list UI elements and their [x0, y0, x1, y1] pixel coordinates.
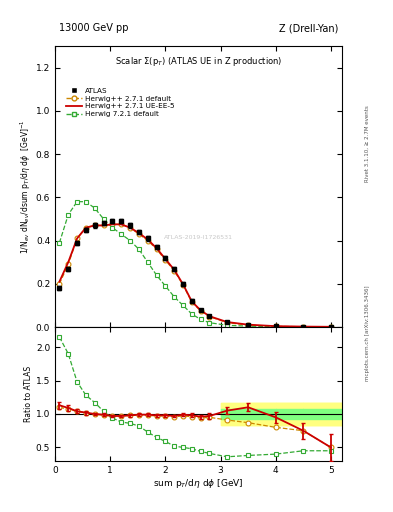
Text: mcplots.cern.ch [arXiv:1306.3436]: mcplots.cern.ch [arXiv:1306.3436] [365, 285, 370, 380]
Y-axis label: Ratio to ATLAS: Ratio to ATLAS [24, 366, 33, 422]
Text: Scalar $\Sigma$(p$_T$) (ATLAS UE in Z production): Scalar $\Sigma$(p$_T$) (ATLAS UE in Z pr… [115, 54, 282, 68]
Text: 13000 GeV pp: 13000 GeV pp [59, 23, 129, 33]
Text: Rivet 3.1.10, ≥ 2.7M events: Rivet 3.1.10, ≥ 2.7M events [365, 105, 370, 182]
Text: ATLAS-2019-I1726531: ATLAS-2019-I1726531 [164, 234, 233, 240]
X-axis label: sum p$_T$/d$\eta$ d$\phi$ [GeV]: sum p$_T$/d$\eta$ d$\phi$ [GeV] [153, 477, 244, 490]
Legend: ATLAS, Herwig++ 2.7.1 default, Herwig++ 2.7.1 UE-EE-5, Herwig 7.2.1 default: ATLAS, Herwig++ 2.7.1 default, Herwig++ … [64, 86, 176, 119]
Y-axis label: 1/N$_{ev}$ dN$_{ev}$/dsum p$_T$/d$\eta$ d$\phi$  [GeV]$^{-1}$: 1/N$_{ev}$ dN$_{ev}$/dsum p$_T$/d$\eta$ … [18, 119, 33, 254]
Text: Z (Drell-Yan): Z (Drell-Yan) [279, 23, 338, 33]
